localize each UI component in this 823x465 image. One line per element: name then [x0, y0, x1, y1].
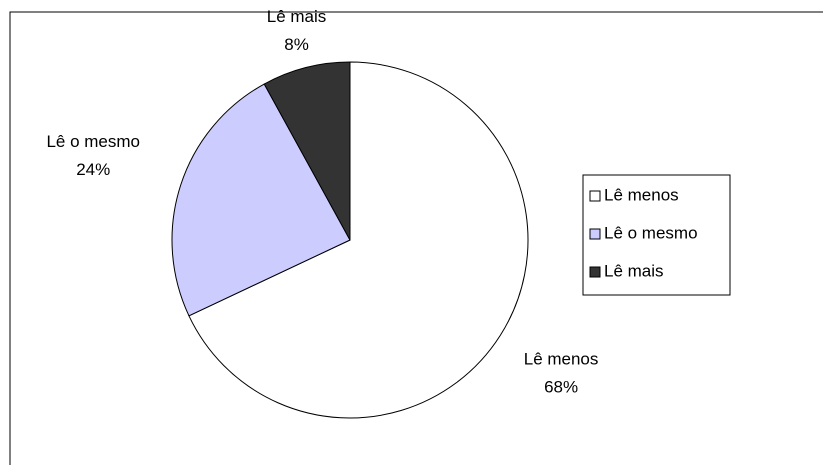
slice-value-label: 8% [284, 35, 309, 54]
slice-label: Lê o mesmo [46, 132, 140, 151]
pie-slice [171, 83, 351, 317]
chart-frame [9, 11, 823, 465]
legend-swatch [589, 266, 601, 278]
legend-label: Lê mais [604, 261, 664, 280]
legend-label: Lê o mesmo [604, 223, 698, 242]
legend-swatch [589, 190, 601, 202]
legend-box [582, 174, 731, 296]
slice-value-label: 24% [76, 160, 110, 179]
legend-label: Lê menos [604, 185, 679, 204]
slice-label: Lê mais [267, 7, 327, 26]
slice-label: Lê menos [524, 349, 599, 368]
slice-value-label: 68% [544, 377, 578, 396]
pie-slice [188, 61, 529, 419]
pie-slice [263, 61, 351, 241]
legend-swatch [589, 228, 601, 240]
